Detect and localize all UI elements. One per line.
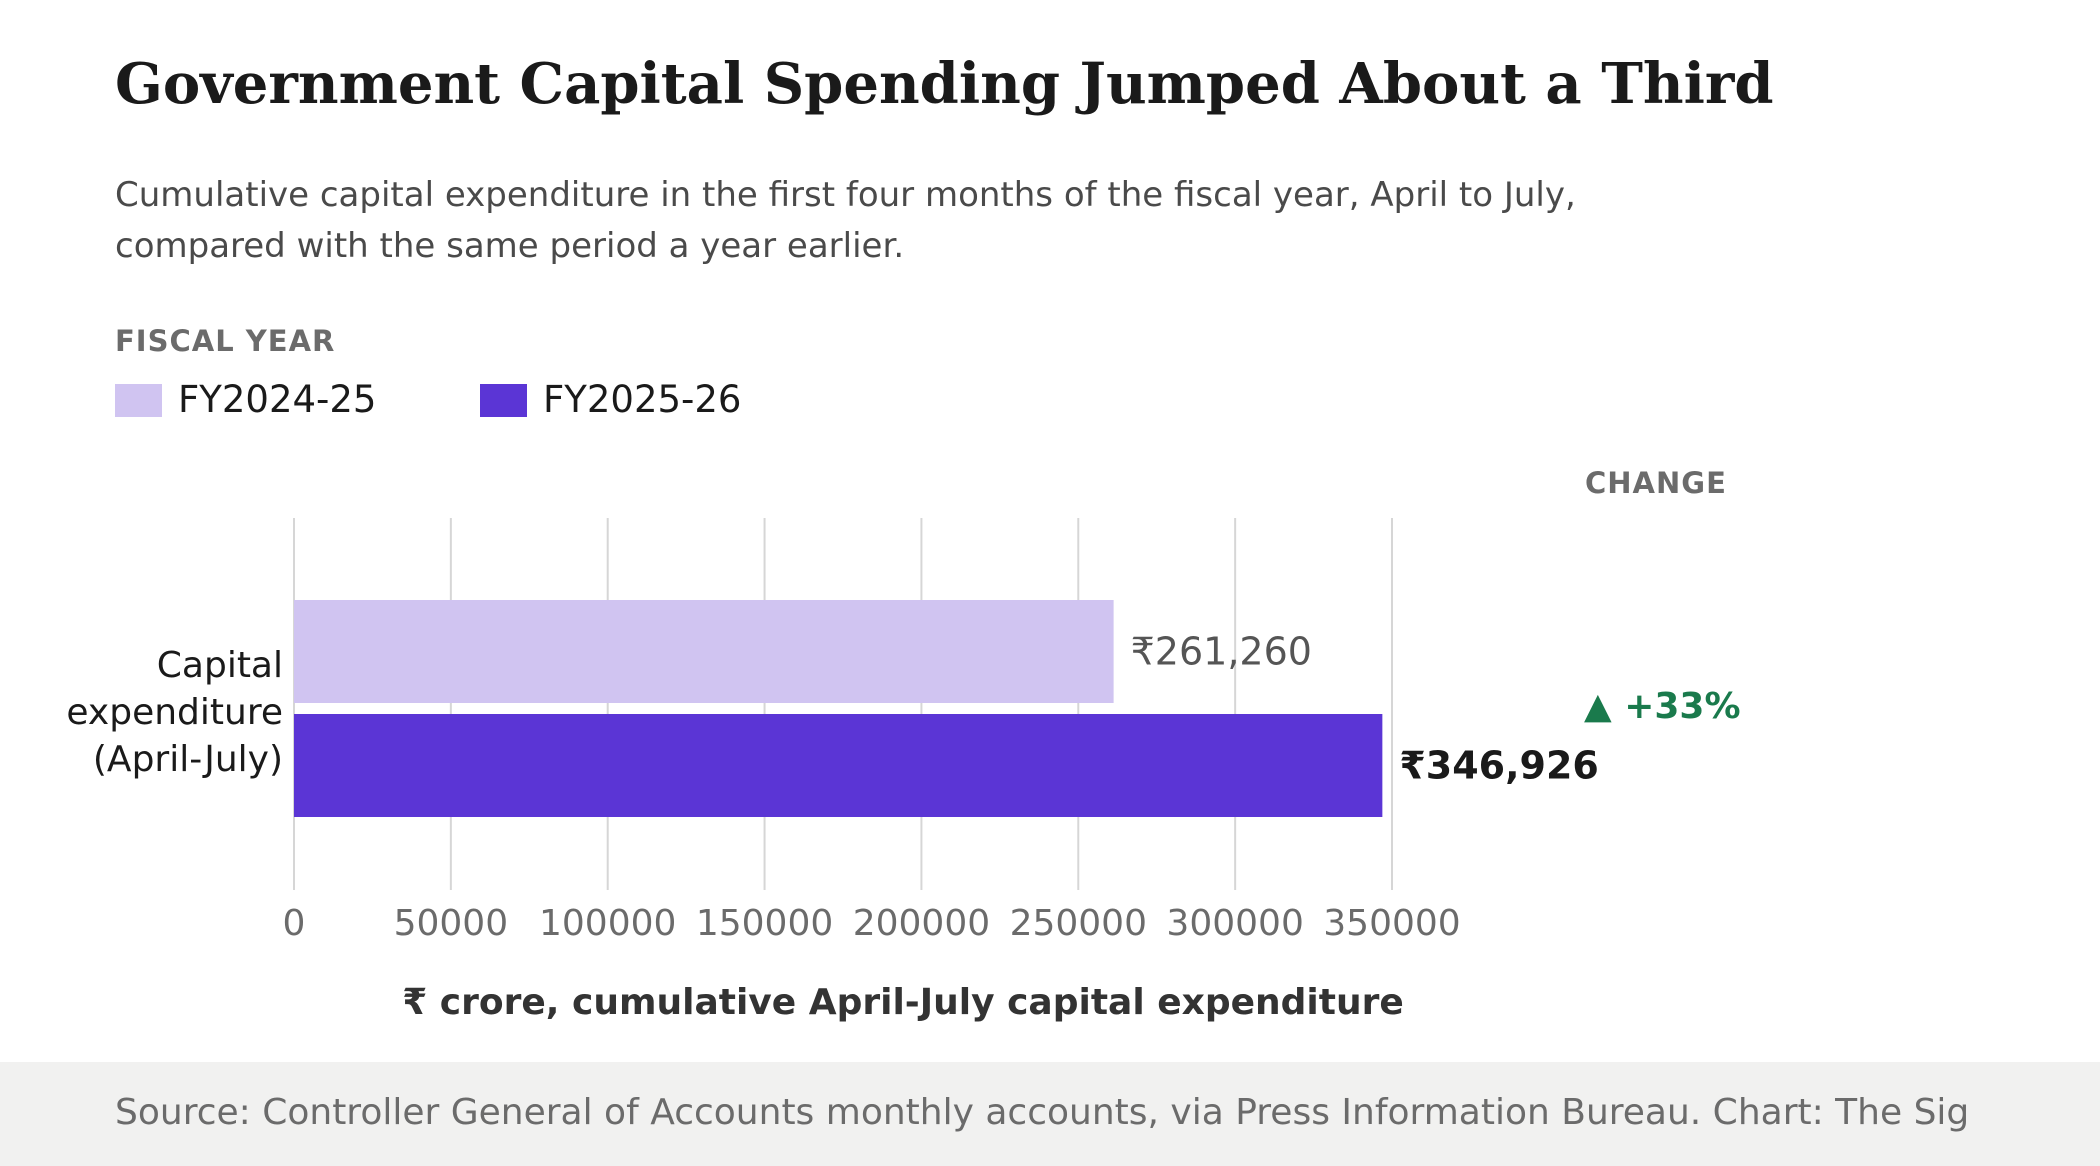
x-tick-label: 50000 <box>394 903 509 944</box>
x-tick-label: 250000 <box>1010 903 1147 944</box>
change-label: ▲ +33% <box>1584 686 1741 727</box>
x-tick-label: 100000 <box>539 903 676 944</box>
bar-fy2025-26 <box>294 714 1383 817</box>
legend-title: FISCAL YEAR <box>115 324 336 358</box>
bars <box>294 600 1383 817</box>
data-label: ₹261,260 <box>1131 630 1312 674</box>
legend-label-fy2025-26: FY2025-26 <box>543 378 742 421</box>
change-column-header: CHANGE <box>1585 466 1727 500</box>
legend-swatch-fy2024-25 <box>115 384 162 417</box>
x-tick-label: 200000 <box>853 903 990 944</box>
chart-subtitle: Cumulative capital expenditure in the fi… <box>115 175 1576 266</box>
x-axis-title: ₹ crore, cumulative April-July capital e… <box>402 982 1404 1023</box>
x-tick-label: 350000 <box>1323 903 1460 944</box>
chart-title: Government Capital Spending Jumped About… <box>115 51 1774 117</box>
x-tick-label: 0 <box>283 903 306 944</box>
source-footer: Source: Controller General of Accounts m… <box>0 1062 2100 1166</box>
data-label: ₹346,926 <box>1399 744 1599 788</box>
legend-swatch-fy2025-26 <box>480 384 527 417</box>
x-tick-label: 300000 <box>1166 903 1303 944</box>
chart-labels: 0 50000 100000 150000 200000 250000 300000 3500… <box>66 630 1740 1024</box>
bar-fy2024-25 <box>294 600 1114 703</box>
category-label: Capital <box>157 645 283 686</box>
category-label: expenditure <box>66 692 283 733</box>
x-tick-label: 150000 <box>696 903 833 944</box>
source-text: Source: Controller General of Accounts m… <box>115 1092 1970 1133</box>
gridlines <box>293 518 1393 890</box>
legend-label-fy2024-25: FY2024-25 <box>178 378 377 421</box>
bar-chart: 0 50000 100000 150000 200000 250000 300000 3500… <box>66 518 1741 1024</box>
category-label: (April-July) <box>93 739 283 780</box>
